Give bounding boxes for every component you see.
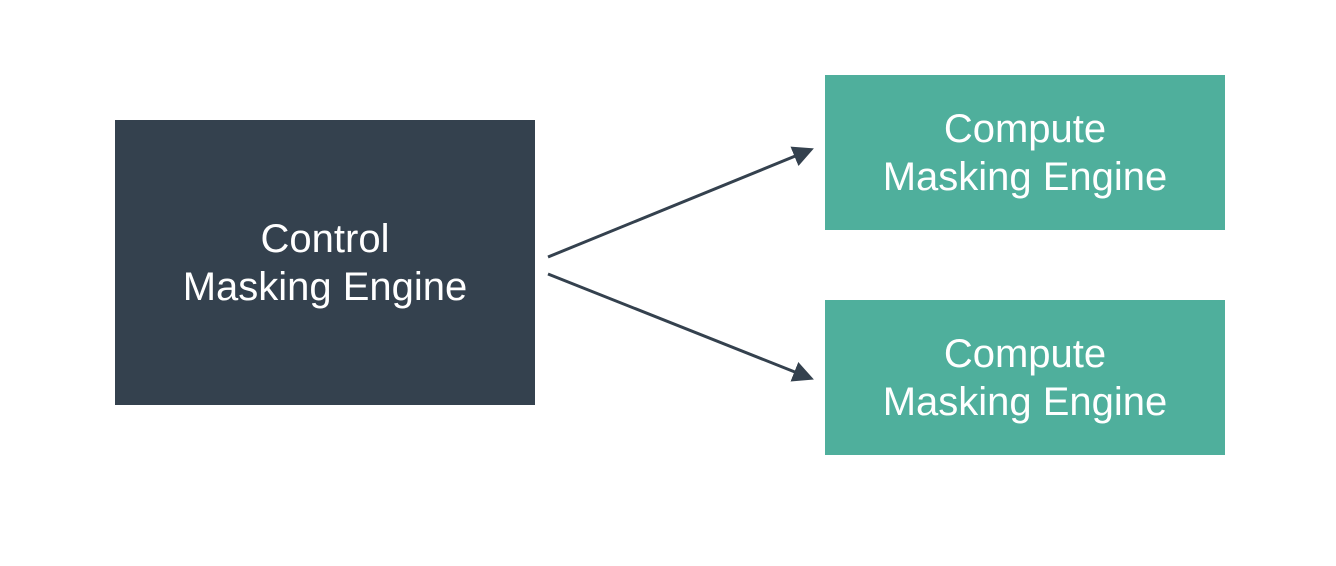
node-compute1: ComputeMasking Engine [825, 75, 1225, 230]
node-control-line2: Masking Engine [183, 265, 468, 309]
node-control-line1: Control [261, 217, 390, 261]
node-compute2-line1: Compute [944, 332, 1106, 376]
node-control: ControlMasking Engine [115, 120, 535, 405]
edge-e2 [548, 274, 810, 378]
node-compute2: ComputeMasking Engine [825, 300, 1225, 455]
edge-e1 [548, 150, 810, 257]
node-compute1-line2: Masking Engine [883, 155, 1168, 199]
node-compute2-line2: Masking Engine [883, 380, 1168, 424]
node-compute1-line1: Compute [944, 107, 1106, 151]
